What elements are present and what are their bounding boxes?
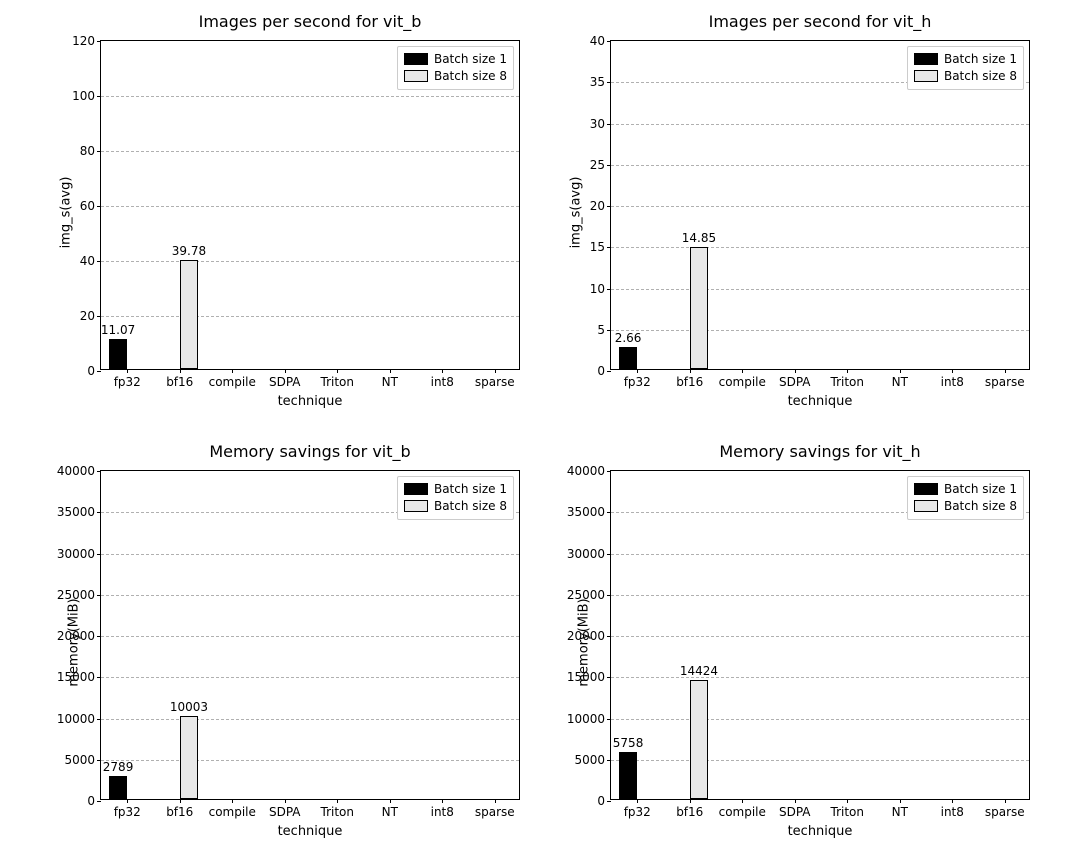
subplot-bottom_right: Memory savings for vit_h0500010000150002… [0, 0, 1080, 864]
legend: Batch size 1Batch size 8 [907, 476, 1024, 520]
figure: Images per second for vit_b0204060801001… [0, 0, 1080, 864]
ytick-mark [607, 471, 611, 472]
bar-value-label: 5758 [613, 736, 644, 750]
gridline [611, 595, 1029, 596]
xtick-label: fp32 [624, 805, 651, 819]
xtick-mark [637, 799, 638, 803]
bar-series2 [690, 680, 708, 799]
xtick-label: sparse [985, 805, 1025, 819]
xtick-label: bf16 [676, 805, 703, 819]
xtick-label: SDPA [779, 805, 811, 819]
bar-series1 [619, 752, 637, 800]
ytick-label: 10000 [567, 712, 605, 726]
xtick-label: NT [892, 805, 908, 819]
ytick-label: 0 [597, 794, 605, 808]
ytick-mark [607, 760, 611, 761]
y-axis-label: memory(MiB) [577, 598, 592, 686]
xtick-mark [952, 799, 953, 803]
ytick-label: 40000 [567, 464, 605, 478]
xtick-mark [1005, 799, 1006, 803]
legend-entry: Batch size 1 [914, 481, 1017, 498]
xtick-label: Triton [831, 805, 865, 819]
xtick-mark [847, 799, 848, 803]
gridline [611, 719, 1029, 720]
ytick-mark [607, 801, 611, 802]
legend-swatch-icon [914, 483, 938, 495]
gridline [611, 677, 1029, 678]
chart-title: Memory savings for vit_h [610, 442, 1030, 461]
legend-swatch-icon [914, 500, 938, 512]
gridline [611, 554, 1029, 555]
legend-entry: Batch size 8 [914, 498, 1017, 515]
gridline [611, 636, 1029, 637]
ytick-label: 35000 [567, 505, 605, 519]
ytick-mark [607, 677, 611, 678]
x-axis-label: technique [610, 824, 1030, 839]
ytick-mark [607, 554, 611, 555]
ytick-mark [607, 636, 611, 637]
ytick-label: 30000 [567, 547, 605, 561]
xtick-mark [690, 799, 691, 803]
gridline [611, 760, 1029, 761]
bar-value-label: 14424 [680, 664, 718, 678]
xtick-mark [900, 799, 901, 803]
ytick-mark [607, 512, 611, 513]
legend-label: Batch size 1 [944, 481, 1017, 498]
xtick-label: int8 [941, 805, 964, 819]
legend-label: Batch size 8 [944, 498, 1017, 515]
ytick-label: 5000 [574, 753, 605, 767]
xtick-mark [795, 799, 796, 803]
ytick-mark [607, 719, 611, 720]
xtick-label: compile [719, 805, 766, 819]
xtick-mark [742, 799, 743, 803]
ytick-mark [607, 595, 611, 596]
